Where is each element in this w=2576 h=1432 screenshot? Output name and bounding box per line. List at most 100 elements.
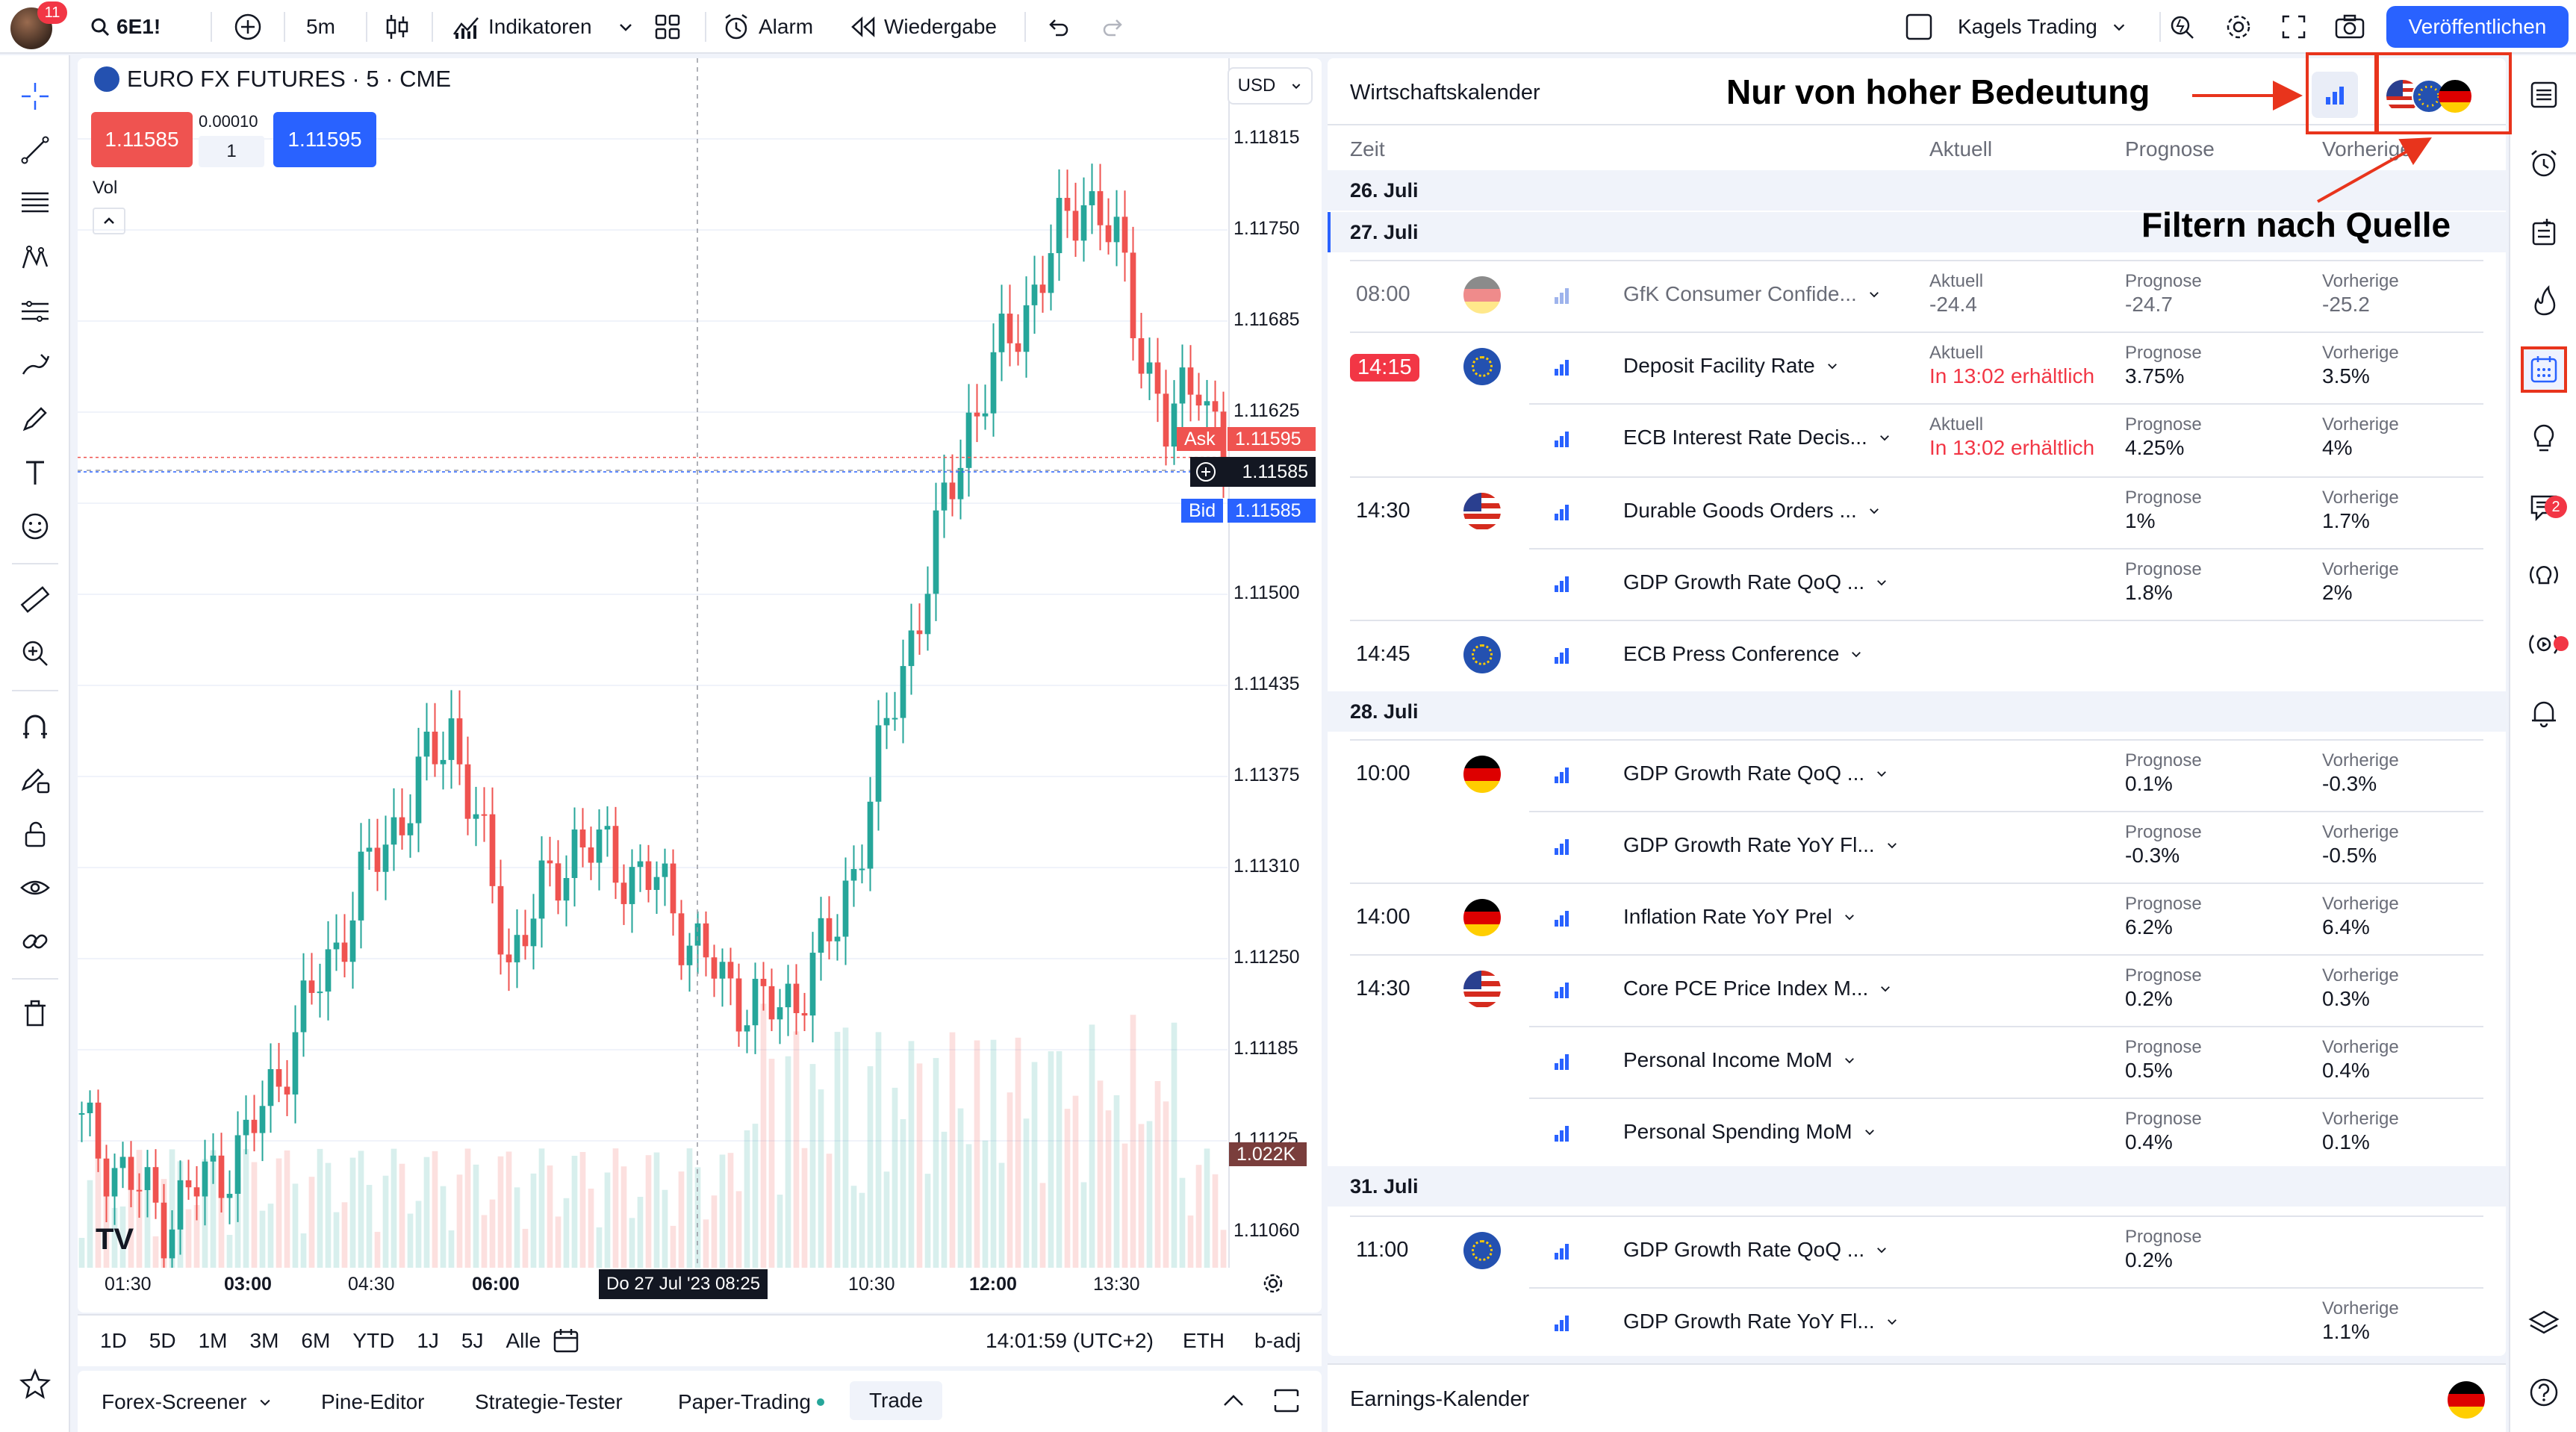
pen-tool[interactable] xyxy=(15,399,55,439)
link-drawings-tool[interactable] xyxy=(15,921,55,962)
earnings-calendar-header[interactable]: Earnings-Kalender xyxy=(1328,1363,2506,1432)
event-name[interactable]: Durable Goods Orders ... xyxy=(1623,499,1881,523)
indicators-dropdown[interactable] xyxy=(617,0,635,54)
expand-panel-button[interactable] xyxy=(1220,1387,1247,1419)
tab-trade[interactable]: Trade xyxy=(850,1381,942,1420)
layout-toggle-checkbox[interactable] xyxy=(1904,0,1934,54)
hotlists-button[interactable] xyxy=(2521,278,2567,324)
high-importance-filter-button[interactable] xyxy=(2312,72,2358,118)
event-name[interactable]: Personal Spending MoM xyxy=(1623,1120,1876,1144)
range-button[interactable]: Alle xyxy=(505,1329,541,1352)
measure-tool[interactable] xyxy=(15,579,55,620)
event-row[interactable]: ECB Interest Rate Decis... Aktuell In 13:0… xyxy=(1328,403,2506,475)
range-button[interactable]: 1M xyxy=(198,1329,228,1352)
layers-button[interactable] xyxy=(2521,1301,2567,1347)
streams-button[interactable] xyxy=(2521,552,2567,599)
chart-legend-title[interactable]: EURO FX FUTURES · 5 · CME xyxy=(94,66,451,93)
range-button[interactable]: 1D xyxy=(100,1329,127,1352)
event-name[interactable]: ECB Interest Rate Decis... xyxy=(1623,426,1891,449)
event-row[interactable]: Personal Spending MoM Prognose 0.4% Vorheri… xyxy=(1328,1098,2506,1169)
chart-pane[interactable]: EURO FX FUTURES · 5 · CME 1.11585 0.0001… xyxy=(78,58,1322,1313)
range-button[interactable]: 5J xyxy=(461,1329,484,1352)
range-button[interactable]: 5D xyxy=(149,1329,176,1352)
quantity-field[interactable]: 1 xyxy=(199,136,264,167)
event-row[interactable]: 14:30 Core PCE Price Index M... Prognose 0.… xyxy=(1328,954,2506,1026)
go-to-date-button[interactable] xyxy=(551,1326,581,1361)
fib-tool[interactable] xyxy=(15,182,55,222)
range-button[interactable]: 1J xyxy=(417,1329,439,1352)
data-window-button[interactable] xyxy=(2521,209,2567,255)
last-price-tag[interactable]: 1.11585 xyxy=(1190,457,1316,487)
event-row[interactable]: 11:00 GDP Growth Rate QoQ ... Prognose 0.2% xyxy=(1328,1215,2506,1287)
price-chart[interactable] xyxy=(78,58,1322,1268)
session-button[interactable]: ETH xyxy=(1183,1329,1225,1352)
tab-forex-screener[interactable]: Forex-Screener xyxy=(102,1390,273,1414)
help-button[interactable] xyxy=(2521,1369,2567,1416)
event-name[interactable]: Inflation Rate YoY Prel xyxy=(1623,905,1856,929)
chart-type-button[interactable] xyxy=(384,0,411,54)
settings-button[interactable] xyxy=(2224,0,2253,54)
pattern-tool[interactable] xyxy=(15,237,55,278)
currency-select[interactable]: USD xyxy=(1228,67,1313,105)
event-row[interactable]: 14:15 Deposit Facility Rate Aktuell In 13:0… xyxy=(1328,331,2506,403)
event-row[interactable]: 08:00 GfK Consumer Confide... Aktuell -24.4… xyxy=(1328,260,2506,331)
event-name[interactable]: Deposit Facility Rate xyxy=(1623,354,1839,378)
event-row[interactable]: GDP Growth Rate QoQ ... Prognose 1.8% Vorhe… xyxy=(1328,548,2506,620)
event-row[interactable]: 14:00 Inflation Rate YoY Prel Prognose 6.2%… xyxy=(1328,882,2506,954)
quick-search-button[interactable] xyxy=(2167,0,2197,54)
alerts-button[interactable] xyxy=(2521,140,2567,187)
ideas-button[interactable] xyxy=(2521,415,2567,461)
source-filter-button[interactable] xyxy=(2383,76,2474,116)
publish-button[interactable]: Veröffentlichen xyxy=(2386,6,2569,48)
lock-drawings-tool[interactable] xyxy=(15,814,55,854)
zoom-tool[interactable] xyxy=(15,633,55,673)
sell-button[interactable]: 1.11585 xyxy=(91,112,193,167)
trendline-tool[interactable] xyxy=(15,130,55,170)
watchlist-button[interactable] xyxy=(2521,72,2567,118)
tab-paper-trading[interactable]: Paper-Trading xyxy=(678,1390,824,1414)
layout-button[interactable] xyxy=(654,0,681,54)
replay-button[interactable]: Wiedergabe xyxy=(850,0,997,54)
alert-button[interactable]: Alarm xyxy=(721,0,813,54)
event-row[interactable]: 14:30 Durable Goods Orders ... Prognose 1% V… xyxy=(1328,476,2506,548)
range-button[interactable]: 3M xyxy=(249,1329,279,1352)
event-row[interactable]: GDP Growth Rate YoY Fl... Vorherige 1.1% xyxy=(1328,1287,2506,1356)
event-name[interactable]: GDP Growth Rate QoQ ... xyxy=(1623,1238,1888,1262)
watchlist-star-button[interactable] xyxy=(15,1363,55,1404)
indicators-button[interactable]: Indikatoren xyxy=(451,0,592,54)
adjust-button[interactable]: b-adj xyxy=(1254,1329,1301,1352)
event-row[interactable]: 10:00 GDP Growth Rate QoQ ... Prognose 0.1%… xyxy=(1328,739,2506,811)
emoji-tool[interactable] xyxy=(15,506,55,547)
tab-strategy-tester[interactable]: Strategie-Tester xyxy=(475,1390,623,1413)
axis-settings-button[interactable] xyxy=(1260,1271,1286,1300)
event-name[interactable]: Core PCE Price Index M... xyxy=(1623,977,1892,1000)
symbol-search-button[interactable]: 6E1! xyxy=(90,0,161,54)
event-row[interactable]: 14:45 ECB Press Conference xyxy=(1328,620,2506,691)
delete-drawings-tool[interactable] xyxy=(15,993,55,1033)
event-row[interactable]: Personal Income MoM Prognose 0.5% Vorherige… xyxy=(1328,1026,2506,1098)
event-row[interactable]: GDP Growth Rate YoY Fl... Prognose -0.3% Vo… xyxy=(1328,811,2506,882)
hide-drawings-tool[interactable] xyxy=(15,868,55,908)
event-name[interactable]: GDP Growth Rate YoY Fl... xyxy=(1623,1310,1899,1333)
compare-button[interactable] xyxy=(233,0,263,54)
brush-tool[interactable] xyxy=(15,345,55,385)
buy-button[interactable]: 1.11595 xyxy=(273,112,376,167)
event-name[interactable]: ECB Press Conference xyxy=(1623,642,1863,666)
crosshair-tool[interactable] xyxy=(15,76,55,116)
event-name[interactable]: GDP Growth Rate QoQ ... xyxy=(1623,570,1888,594)
fullscreen-button[interactable] xyxy=(2280,0,2307,54)
range-button[interactable]: 6M xyxy=(301,1329,331,1352)
text-tool[interactable] xyxy=(15,452,55,493)
redo-button[interactable] xyxy=(1102,0,1126,54)
collapse-legend-button[interactable] xyxy=(93,208,125,234)
stay-drawing-tool[interactable] xyxy=(15,760,55,800)
tab-pine-editor[interactable]: Pine-Editor xyxy=(321,1390,425,1413)
clock-display[interactable]: 14:01:59 (UTC+2) xyxy=(986,1329,1154,1352)
event-name[interactable]: Personal Income MoM xyxy=(1623,1048,1856,1072)
layout-name-button[interactable]: Kagels Trading xyxy=(1958,0,2127,54)
notifications-button[interactable] xyxy=(2521,690,2567,736)
range-button[interactable]: YTD xyxy=(352,1329,395,1352)
snapshot-button[interactable] xyxy=(2334,0,2365,54)
interval-button[interactable]: 5m xyxy=(306,15,335,38)
maximize-panel-button[interactable] xyxy=(1272,1387,1301,1419)
